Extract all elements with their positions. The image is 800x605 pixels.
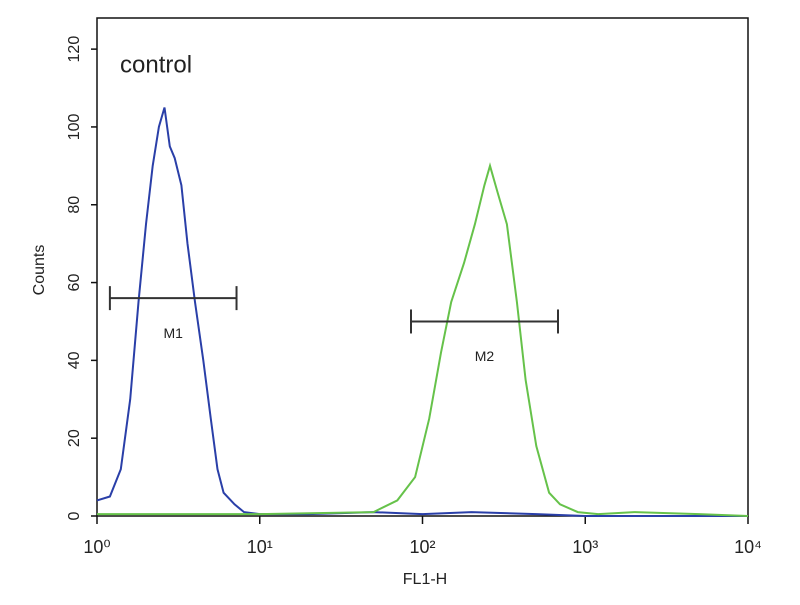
histogram-line [97,162,749,517]
x-tick-label: 10⁴ [734,537,762,557]
marker-label: M1 [163,325,183,341]
y-tick-label: 120 [66,36,83,63]
x-tick-label: 10³ [572,537,598,557]
x-axis-label: FL1-H [403,571,447,588]
histogram-line [96,107,748,517]
y-tick-label: 60 [66,274,83,292]
y-tick-label: 20 [66,429,83,447]
y-axis-label: Counts [31,245,48,296]
plot-frame [96,17,749,517]
annotation: control [120,51,192,78]
x-tick-label: 10⁰ [83,537,110,557]
x-tick-label: 10² [409,537,435,557]
y-tick-label: 0 [66,511,83,520]
x-tick-label: 10¹ [247,537,273,557]
y-tick-label: 100 [66,113,83,140]
y-tick-label: 80 [66,196,83,214]
marker-label: M2 [475,348,495,364]
y-tick-label: 40 [66,351,83,369]
